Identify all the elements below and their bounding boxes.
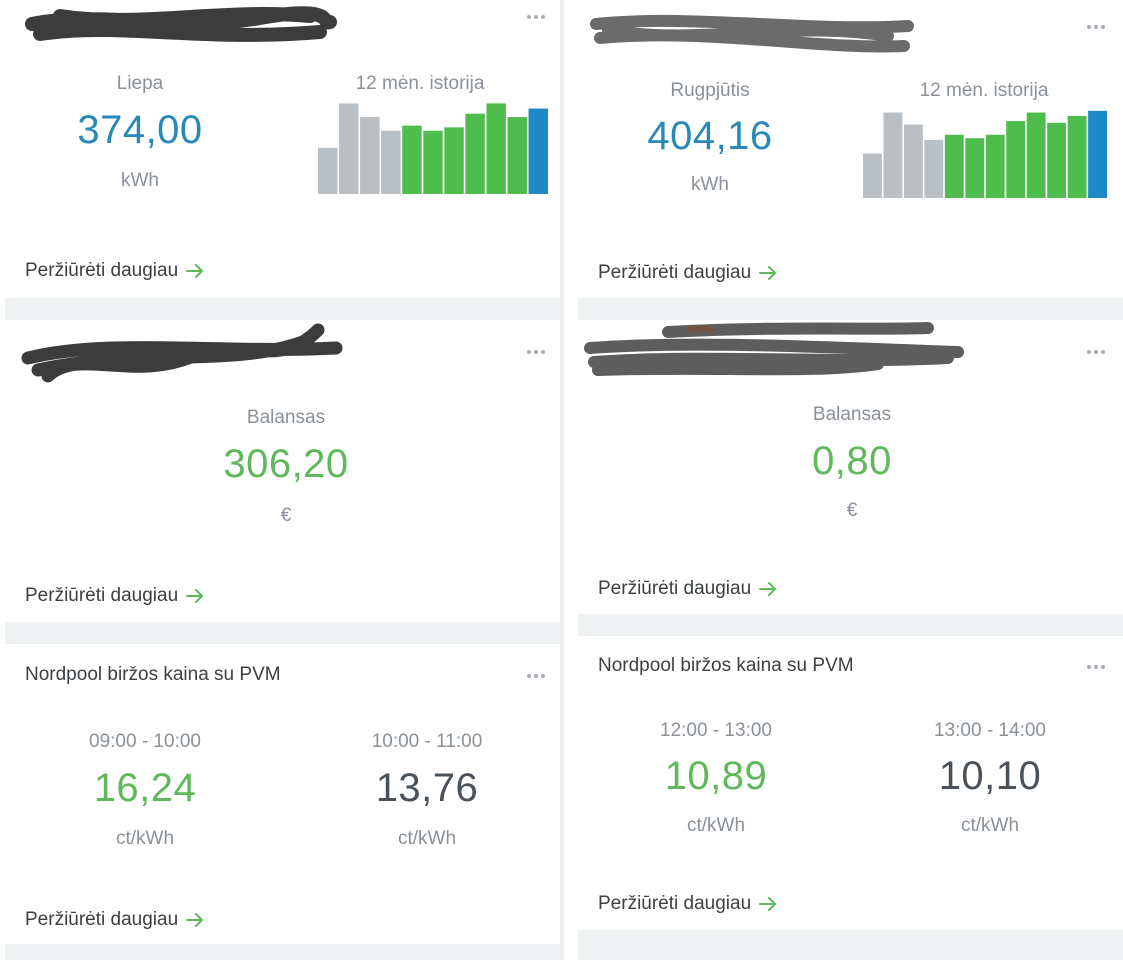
price-unit: ct/kWh <box>960 815 1020 836</box>
price-time: 13:00 - 14:00 <box>934 720 1046 741</box>
more-options-icon[interactable] <box>1087 350 1105 354</box>
redaction-scribble <box>590 14 914 53</box>
more-options-icon[interactable] <box>527 15 545 19</box>
price-value: 10,89 <box>664 754 768 798</box>
history-bar[interactable] <box>486 103 506 194</box>
history-bar[interactable] <box>924 139 944 198</box>
consumption-value: 374,00 <box>77 108 203 152</box>
arrow-right-icon <box>186 589 204 603</box>
history-bar[interactable] <box>360 117 380 194</box>
history-bar[interactable] <box>944 134 964 198</box>
view-more-link[interactable]: Peržiūrėti daugiau <box>598 893 777 915</box>
section-separator <box>578 298 1123 320</box>
arrow-right-icon <box>759 897 777 911</box>
history-bar[interactable] <box>965 138 985 198</box>
column-divider <box>560 0 564 960</box>
history-bar[interactable] <box>883 112 903 198</box>
balance-currency: € <box>846 500 858 521</box>
more-options-icon[interactable] <box>1087 25 1105 29</box>
balance-currency: € <box>280 505 292 526</box>
view-more-label: Peržiūrėti daugiau <box>598 893 752 914</box>
consumption-unit: kWh <box>691 174 729 195</box>
redaction-scribble <box>25 6 337 42</box>
balance-value: 0,80 <box>812 439 892 483</box>
history-bar[interactable] <box>465 113 485 194</box>
arrow-right-icon <box>186 264 204 278</box>
section-separator <box>5 622 560 644</box>
view-more-label: Peržiūrėti daugiau <box>598 262 752 283</box>
view-more-link[interactable]: Peržiūrėti daugiau <box>25 260 204 282</box>
balance-label: Balansas <box>812 404 892 425</box>
more-options-icon[interactable] <box>527 674 545 678</box>
arrow-right-icon <box>759 266 777 280</box>
balance-value: 306,20 <box>223 442 349 486</box>
price-time: 10:00 - 11:00 <box>371 731 483 752</box>
section-separator <box>5 298 560 320</box>
history-bar-chart[interactable] <box>863 104 1107 198</box>
consumption-value: 404,16 <box>647 114 773 158</box>
section-separator <box>578 930 1123 960</box>
history-bar[interactable] <box>863 153 882 198</box>
history-bar[interactable] <box>381 130 401 194</box>
history-bar[interactable] <box>1088 110 1107 198</box>
history-bar[interactable] <box>903 124 923 198</box>
view-more-label: Peržiūrėti daugiau <box>25 260 179 281</box>
history-label: 12 mėn. istorija <box>919 80 1049 101</box>
history-label: 12 mėn. istorija <box>355 73 485 94</box>
view-more-label: Peržiūrėti daugiau <box>25 909 179 930</box>
nordpool-title: Nordpool biržos kaina su PVM <box>25 664 281 685</box>
redaction-scribble <box>584 322 964 376</box>
more-options-icon[interactable] <box>527 350 545 354</box>
price-value: 13,76 <box>375 766 479 810</box>
consumption-month: Rugpjūtis <box>670 80 750 101</box>
history-bar[interactable] <box>985 134 1005 198</box>
history-bar-chart[interactable] <box>318 100 548 194</box>
view-more-label: Peržiūrėti daugiau <box>25 585 179 606</box>
balance-label: Balansas <box>246 407 326 428</box>
history-bar[interactable] <box>444 127 464 194</box>
view-more-label: Peržiūrėti daugiau <box>598 578 752 599</box>
more-options-icon[interactable] <box>1087 665 1105 669</box>
view-more-link[interactable]: Peržiūrėti daugiau <box>25 909 204 931</box>
consumption-unit: kWh <box>121 170 159 191</box>
redaction-scribble <box>21 323 343 383</box>
price-unit: ct/kWh <box>686 815 746 836</box>
price-time: 09:00 - 10:00 <box>89 731 201 752</box>
price-value: 10,10 <box>938 754 1042 798</box>
view-more-link[interactable]: Peržiūrėti daugiau <box>598 578 777 600</box>
history-bar[interactable] <box>507 117 527 194</box>
price-value: 16,24 <box>93 766 197 810</box>
history-bar[interactable] <box>1067 115 1087 198</box>
history-bar[interactable] <box>1047 122 1067 198</box>
consumption-month: Liepa <box>116 73 164 94</box>
price-unit: ct/kWh <box>397 828 457 849</box>
view-more-link[interactable]: Peržiūrėti daugiau <box>25 585 204 607</box>
history-bar[interactable] <box>423 130 443 194</box>
nordpool-title: Nordpool biržos kaina su PVM <box>598 655 854 676</box>
price-unit: ct/kWh <box>115 828 175 849</box>
arrow-right-icon <box>759 582 777 596</box>
price-time: 12:00 - 13:00 <box>660 720 772 741</box>
history-bar[interactable] <box>1006 121 1026 198</box>
history-bar[interactable] <box>1026 112 1046 198</box>
history-bar[interactable] <box>528 108 548 194</box>
section-separator <box>5 944 560 960</box>
history-bar[interactable] <box>318 147 338 194</box>
history-bar[interactable] <box>339 103 359 194</box>
section-separator <box>578 614 1123 636</box>
arrow-right-icon <box>186 913 204 927</box>
view-more-link[interactable]: Peržiūrėti daugiau <box>598 262 777 284</box>
history-bar[interactable] <box>402 125 422 194</box>
